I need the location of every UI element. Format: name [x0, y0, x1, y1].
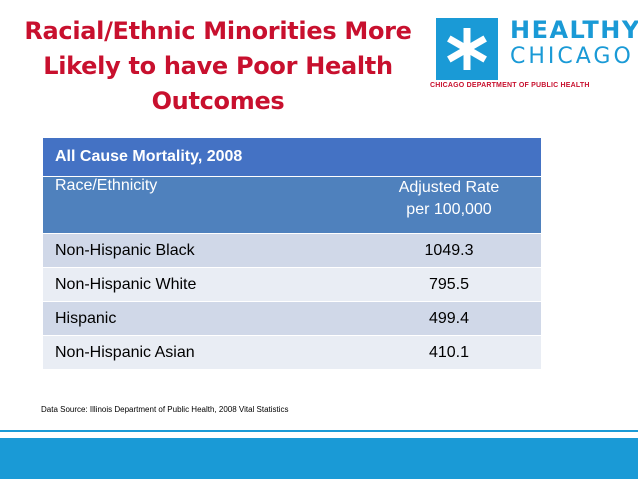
data-source-note: Data Source: Illinois Department of Publ…: [41, 405, 289, 414]
row-group: Non-Hispanic Asian: [43, 335, 357, 370]
row-group: Hispanic: [43, 301, 357, 336]
table-row: Non-Hispanic Black 1049.3: [43, 233, 541, 268]
mortality-table: All Cause Mortality, 2008 Race/Ethnicity…: [43, 138, 541, 370]
footer-divider: [0, 430, 638, 432]
table-header-row: Race/Ethnicity Adjusted Rate per 100,000: [43, 176, 541, 234]
healthy-chicago-logo: HEALTHY CHICAGO CHICAGO DEPARTMENT OF PU…: [430, 14, 638, 94]
row-rate: 499.4: [357, 301, 541, 336]
table-row: Non-Hispanic Asian 410.1: [43, 335, 541, 370]
title-line-3: Outcomes: [151, 87, 285, 115]
row-group: Non-Hispanic Black: [43, 233, 357, 268]
table-row: Hispanic 499.4: [43, 301, 541, 336]
row-rate: 795.5: [357, 267, 541, 302]
title-line-1: Racial/Ethnic Minorities More: [24, 17, 412, 45]
row-group: Non-Hispanic White: [43, 267, 357, 302]
logo-word-healthy: HEALTHY: [510, 16, 638, 44]
logo-word-chicago: CHICAGO: [510, 44, 634, 69]
header-rate-line-2: per 100,000: [406, 201, 492, 218]
table-title-row: All Cause Mortality, 2008: [43, 138, 541, 177]
six-pointed-star-icon: [436, 18, 498, 80]
footer-bar: [0, 438, 638, 479]
logo-subtitle: CHICAGO DEPARTMENT OF PUBLIC HEALTH: [430, 82, 590, 89]
table-row: Non-Hispanic White 795.5: [43, 267, 541, 302]
row-rate: 410.1: [357, 335, 541, 370]
header-rate-line-1: Adjusted Rate: [398, 179, 500, 196]
slide-title: Racial/Ethnic Minorities More Likely to …: [18, 14, 418, 119]
title-line-2: Likely to have Poor Health: [43, 52, 393, 80]
row-rate: 1049.3: [357, 233, 541, 268]
header-adjusted-rate: Adjusted Rate per 100,000: [357, 176, 541, 234]
header-race-ethnicity: Race/Ethnicity: [43, 176, 357, 234]
table-title: All Cause Mortality, 2008: [43, 138, 541, 177]
